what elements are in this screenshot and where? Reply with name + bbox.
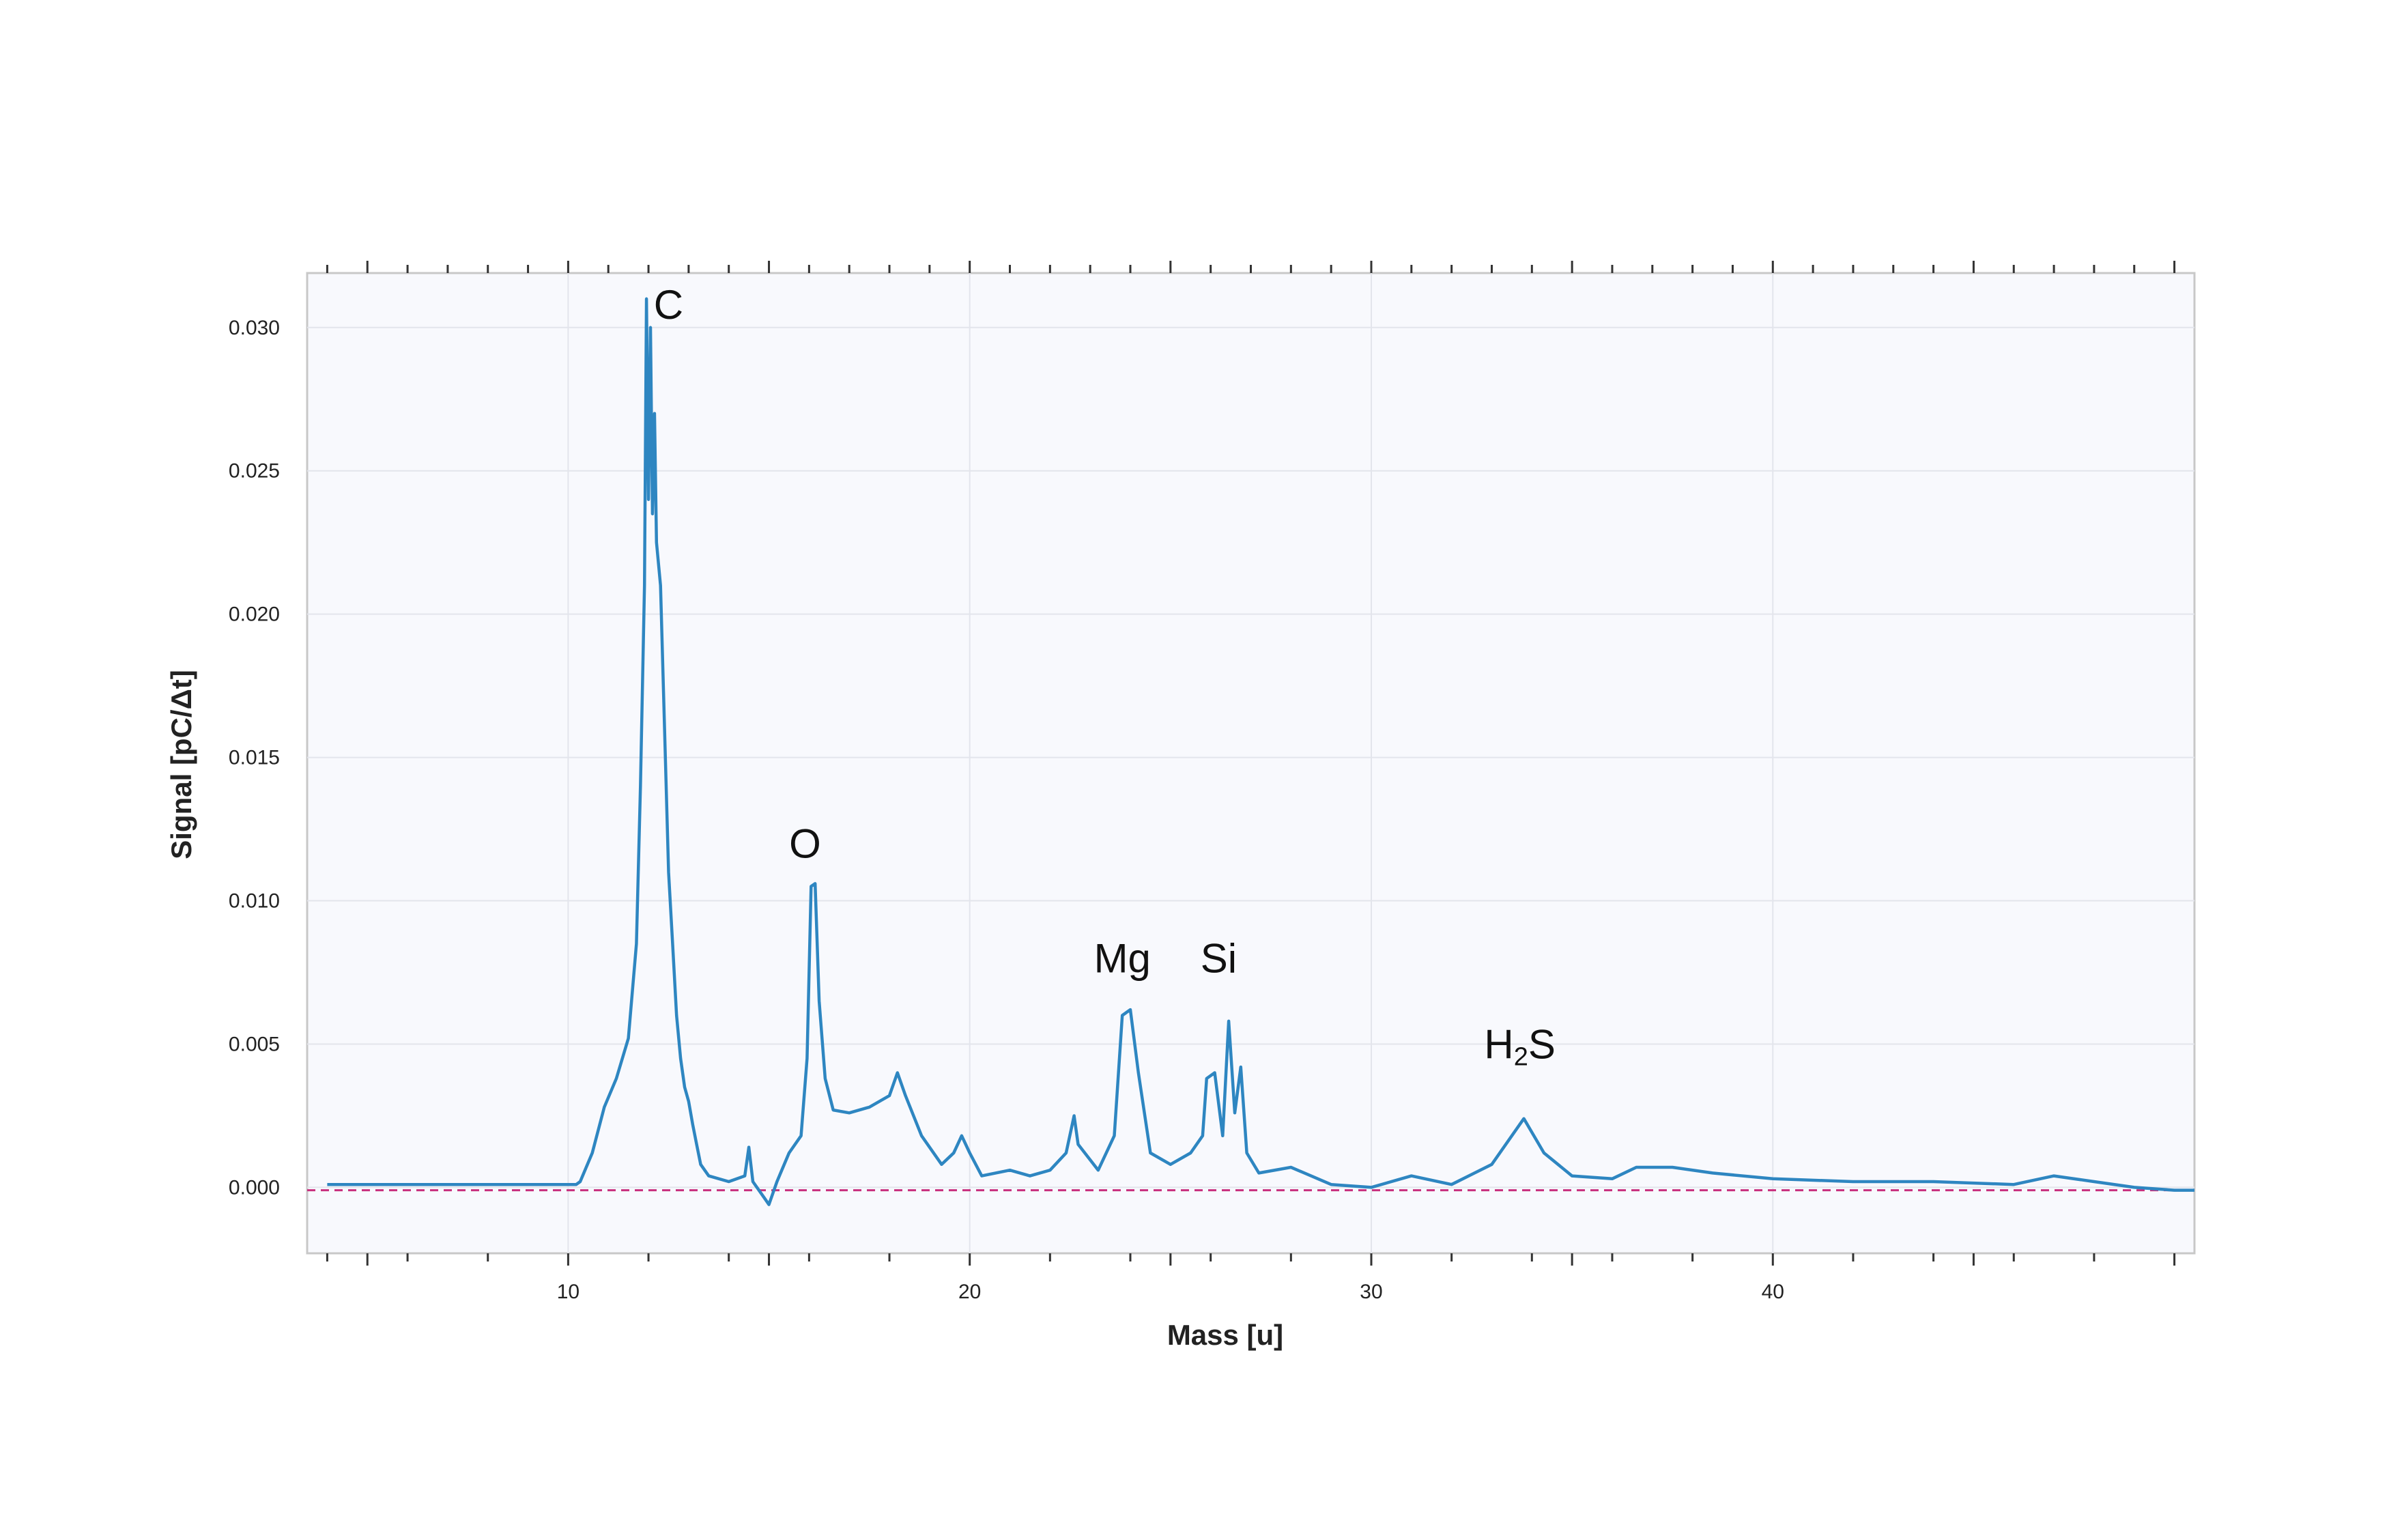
y-tick-label: 0.030 [229, 317, 280, 339]
x-tick-label: 30 [1360, 1281, 1382, 1303]
y-tick-label: 0.000 [229, 1176, 280, 1199]
annotations: C O Mg Si H2S [654, 282, 1556, 1071]
x-tick-labels: 10 20 30 40 [557, 1281, 1784, 1303]
y-tick-label: 0.005 [229, 1033, 280, 1055]
x-axis-label: Mass [u] [1167, 1319, 1283, 1351]
x-tick-label: 10 [557, 1281, 580, 1303]
peak-label-text: H [1484, 1021, 1513, 1067]
y-tick-label: 0.025 [229, 460, 280, 483]
top-ticks [326, 261, 2176, 273]
peak-label-subscript: 2 [1514, 1042, 1528, 1071]
series-line [327, 297, 2194, 1206]
peak-label: O [789, 821, 821, 867]
y-tick-label: 0.020 [229, 603, 280, 626]
peak-label-text: Si [1201, 936, 1237, 982]
peak-label: H2S [1484, 1021, 1556, 1071]
y-tick-label: 0.010 [229, 890, 280, 913]
peak-label: Mg [1094, 936, 1151, 982]
y-tick-labels: 0.000 0.005 0.010 0.015 0.020 0.025 0.030 [229, 317, 280, 1199]
grid [307, 273, 2194, 1253]
peak-label: C [654, 282, 683, 328]
peak-label-suffix: S [1528, 1021, 1556, 1067]
peak-label-text: C [654, 282, 683, 328]
y-axis-label: Signal [pC/Δt] [165, 670, 197, 859]
peak-label-text: Mg [1094, 936, 1151, 982]
x-tick-label: 20 [958, 1281, 981, 1303]
peak-label-text: O [789, 821, 821, 867]
peak-label: Si [1201, 936, 1237, 982]
x-tick-label: 40 [1762, 1281, 1784, 1303]
plot-area [306, 272, 2196, 1255]
bottom-ticks [326, 1253, 2176, 1266]
y-tick-label: 0.015 [229, 747, 280, 769]
